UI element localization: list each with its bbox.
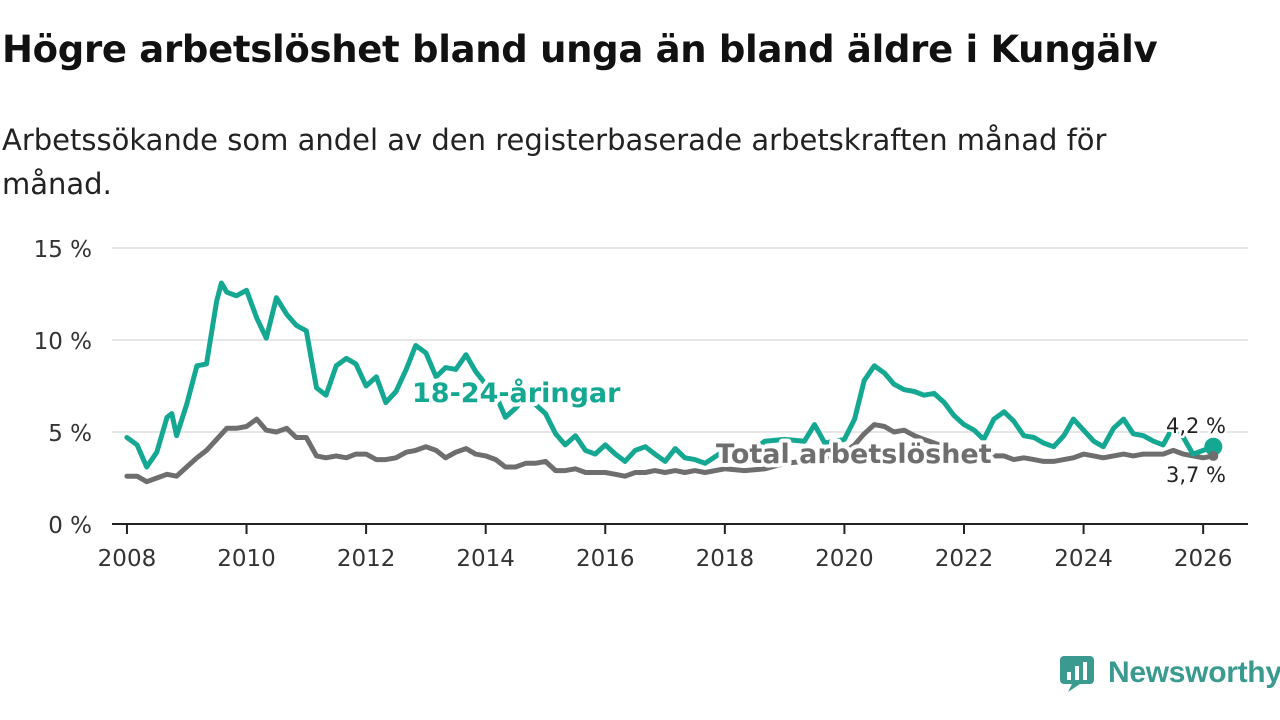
x-tick-label: 2016 [576,546,635,572]
x-tick-label: 2018 [696,546,755,572]
x-tick-label: 2010 [217,546,276,572]
series-line-total [124,416,1216,485]
x-tick-label: 2026 [1174,546,1233,572]
y-tick-label: 15 % [34,237,92,263]
x-tick-label: 2024 [1054,546,1113,572]
x-tick-label: 2020 [815,546,874,572]
series-label-total-halo: Total arbetslöshet [716,439,992,470]
end-marker-youth [1204,437,1223,456]
x-tick-label: 2014 [456,546,515,572]
y-tick-label: 10 % [34,329,92,355]
end-label-youth: 4,2 % [1166,414,1226,438]
series-label-total: Total arbetslöshet [716,439,992,470]
y-tick-label: 0 % [48,513,92,539]
brand-name: Newsworthy [1108,656,1280,689]
series-label-youth: 18-24-åringar [412,377,621,409]
x-tick-label: 2008 [98,546,157,572]
x-tick-label: 2012 [337,546,396,572]
brand-logo: Newsworthy [1058,654,1280,694]
y-tick-label: 5 % [48,421,92,447]
series-line-youth [124,280,1216,470]
x-tick-label: 2022 [935,546,994,572]
series-label-youth-halo: 18-24-åringar [412,377,621,409]
chart-subtitle: Arbetssökande som andel av den registerb… [2,123,1107,201]
newsworthy-logo-icon [1060,656,1094,692]
end-marker-total [1208,450,1219,461]
chart-title: Högre arbetslöshet bland unga än bland ä… [2,28,1158,71]
end-label-total: 3,7 % [1166,463,1226,487]
